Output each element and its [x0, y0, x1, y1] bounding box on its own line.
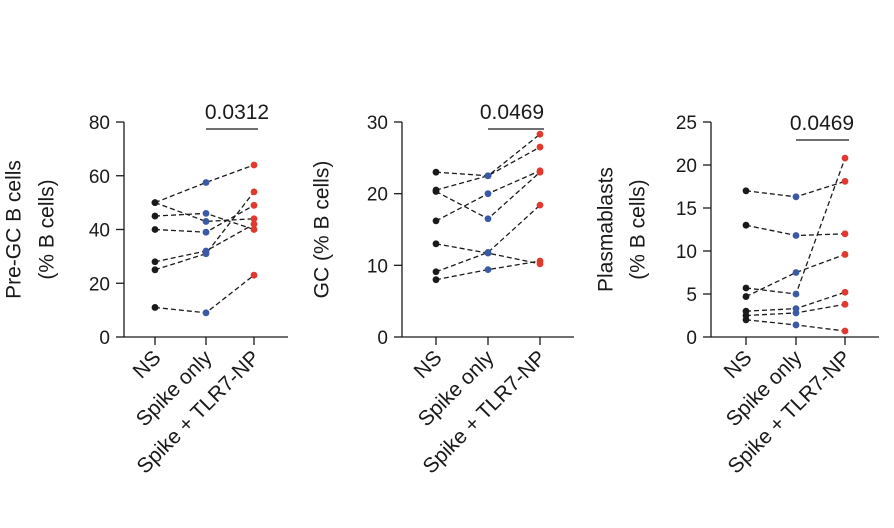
y-tick-label: 40 [89, 221, 110, 242]
data-point [432, 217, 440, 225]
data-point [742, 316, 750, 324]
y-axis-label: (% B cells) [627, 179, 650, 279]
data-point [841, 327, 849, 335]
data-point [151, 212, 159, 220]
data-point [792, 290, 800, 298]
data-point [484, 190, 492, 198]
data-point [742, 221, 750, 229]
data-point [250, 188, 258, 196]
data-point [742, 284, 750, 292]
data-point [792, 232, 800, 239]
data-point [742, 293, 750, 300]
y-tick-label: 0 [99, 328, 110, 349]
data-point [432, 168, 440, 176]
data-point [202, 179, 210, 186]
data-point [841, 288, 849, 296]
data-point [202, 209, 210, 217]
data-point [484, 215, 492, 223]
y-tick-label: 0 [686, 328, 697, 349]
y-axis-label: Plasmablasts [595, 167, 618, 292]
data-point [202, 250, 210, 258]
data-point [202, 218, 210, 225]
data-point [250, 220, 258, 228]
data-point [742, 187, 750, 195]
data-point [792, 309, 800, 317]
data-point [250, 215, 258, 223]
series-line [154, 274, 255, 314]
data-point [792, 269, 800, 276]
series-line [435, 133, 541, 177]
y-tick-label: 10 [676, 242, 697, 263]
data-point [250, 201, 258, 209]
y-axis-label: Pre-GC B cells [3, 160, 26, 299]
data-point [250, 226, 258, 233]
data-point [432, 188, 440, 195]
x-tick-label: NS [410, 346, 447, 383]
data-point [536, 201, 544, 209]
data-point [250, 271, 258, 279]
data-point [432, 268, 440, 276]
x-tick-label: NS [720, 346, 757, 383]
y-tick-label: 10 [367, 256, 388, 277]
p-value-label: 0.0312 [205, 101, 269, 124]
y-tick-label: 20 [89, 274, 110, 295]
data-point [432, 240, 440, 248]
series-line [154, 202, 255, 223]
p-value-label: 0.0469 [480, 101, 544, 124]
y-tick-label: 20 [676, 156, 697, 177]
data-point [484, 266, 492, 274]
y-tick-label: 80 [89, 113, 110, 134]
data-point [841, 251, 849, 258]
series-line [745, 253, 846, 298]
data-point [151, 226, 159, 233]
data-point [151, 304, 159, 311]
data-point [202, 309, 210, 317]
p-value-label: 0.0469 [790, 112, 854, 135]
data-point [484, 249, 492, 256]
y-tick-label: 0 [377, 328, 388, 349]
y-tick-label: 15 [676, 199, 697, 220]
y-axis-label: (% B cells) [36, 179, 59, 279]
data-point [792, 321, 800, 329]
data-point [792, 193, 800, 201]
data-point [250, 161, 258, 169]
data-point [841, 230, 849, 238]
data-point [536, 257, 544, 265]
data-point [151, 258, 159, 266]
data-point [151, 266, 159, 274]
data-point [432, 276, 440, 284]
y-tick-label: 25 [676, 113, 697, 134]
data-point [151, 199, 159, 207]
series-line [435, 204, 541, 273]
y-axis-label: GC (% B cells) [311, 161, 334, 299]
data-point [841, 300, 849, 308]
y-tick-label: 20 [367, 185, 388, 206]
y-tick-label: 5 [686, 285, 697, 306]
data-point [484, 172, 492, 180]
data-point [841, 177, 849, 185]
x-tick-label: NS [129, 346, 166, 383]
series-line [154, 191, 255, 271]
data-point [536, 167, 544, 175]
data-point [841, 154, 849, 162]
series-line [154, 164, 255, 204]
data-point [536, 130, 544, 138]
data-point [536, 143, 544, 151]
data-point [202, 228, 210, 236]
y-tick-label: 60 [89, 167, 110, 188]
series-line [435, 146, 541, 191]
y-tick-label: 30 [367, 113, 388, 134]
